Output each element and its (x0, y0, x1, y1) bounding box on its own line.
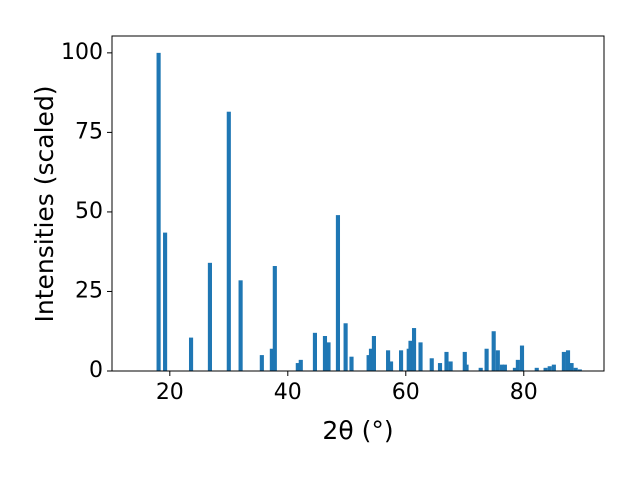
bar (547, 366, 552, 371)
bar (366, 355, 371, 371)
bar (491, 331, 496, 371)
bar (495, 350, 500, 371)
bar (565, 350, 571, 371)
y-tick-label: 75 (75, 119, 103, 144)
bar (573, 367, 578, 371)
bar (386, 350, 391, 371)
bar (312, 332, 317, 371)
y-tick-label: 25 (75, 278, 103, 303)
bar (418, 342, 423, 371)
bar (502, 364, 507, 371)
bar (534, 367, 539, 371)
bar (569, 363, 574, 371)
plot-frame (111, 35, 605, 372)
bar (399, 350, 404, 371)
x-tick-label: 40 (274, 380, 302, 405)
bar (226, 111, 231, 372)
x-axis-label: 2θ (°) (322, 416, 393, 445)
y-tick-label: 100 (61, 40, 103, 65)
bar (163, 232, 168, 371)
bar (238, 280, 243, 371)
bar (512, 367, 517, 371)
bar (429, 358, 434, 371)
bar (444, 351, 449, 371)
y-tick-label: 0 (89, 358, 103, 383)
bar (343, 323, 348, 371)
bar (561, 351, 566, 371)
bar (462, 351, 467, 371)
bar (408, 340, 413, 371)
bar (326, 342, 331, 371)
bar (411, 328, 417, 371)
x-tick-label: 80 (510, 380, 538, 405)
x-tick-label: 60 (392, 380, 420, 405)
bar (259, 355, 264, 371)
bar (478, 367, 483, 371)
bar (437, 363, 443, 371)
bar (543, 367, 548, 371)
bar (499, 364, 505, 371)
bar (577, 369, 582, 371)
bar (368, 348, 374, 371)
bar (269, 348, 274, 371)
bar (272, 266, 277, 371)
bar (207, 262, 212, 371)
bar (335, 215, 341, 371)
bar (519, 345, 525, 371)
x-tick-label: 20 (156, 380, 184, 405)
y-axis-label: Intensities (scaled) (30, 85, 59, 322)
bar (388, 361, 394, 371)
bar (464, 364, 469, 371)
bar (298, 359, 303, 371)
bar (188, 337, 194, 371)
bar (484, 348, 489, 371)
bar (156, 52, 161, 371)
bar (448, 361, 453, 371)
bar (349, 356, 354, 371)
bar (515, 359, 520, 371)
y-tick-label: 50 (75, 199, 103, 224)
bar (322, 336, 328, 371)
bar (371, 336, 376, 371)
bar (295, 363, 300, 371)
bar (551, 364, 556, 371)
